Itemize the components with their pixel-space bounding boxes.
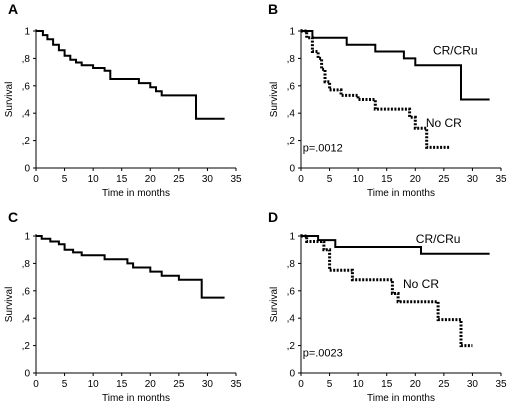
- y-tick-label: ,8: [287, 259, 296, 270]
- panel-letter: A: [8, 1, 18, 17]
- x-tick-label: 25: [173, 379, 185, 390]
- p-value-label: p=.0023: [303, 348, 343, 360]
- x-tick-label: 0: [33, 379, 39, 390]
- x-tick-label: 30: [202, 379, 214, 390]
- y-tick-label: 1: [289, 232, 295, 243]
- x-tick-label: 10: [353, 174, 365, 185]
- series-label: No CR: [403, 277, 439, 291]
- x-tick-label: 5: [62, 174, 68, 185]
- y-tick-label: ,4: [287, 314, 296, 325]
- x-tick-label: 15: [381, 379, 393, 390]
- x-tick-label: 5: [62, 379, 68, 390]
- panel-letter: B: [268, 1, 278, 17]
- y-tick-label: ,6: [22, 81, 31, 92]
- x-tick-label: 0: [33, 174, 39, 185]
- series-label: No CR: [426, 116, 462, 130]
- x-tick-label: 10: [353, 379, 365, 390]
- survival-curve-no-cr: [301, 29, 450, 149]
- series-label: CR/CRu: [433, 43, 478, 57]
- y-tick-label: ,4: [287, 109, 296, 120]
- survival-curve: [36, 30, 225, 120]
- x-tick-label: 10: [88, 379, 100, 390]
- y-tick-label: 0: [289, 369, 295, 380]
- y-tick-label: 0: [289, 164, 295, 175]
- x-tick-label: 35: [495, 174, 507, 185]
- y-tick-label: 1: [24, 27, 30, 38]
- x-tick-label: 35: [495, 379, 507, 390]
- y-tick-label: ,8: [22, 259, 31, 270]
- y-tick-label: ,4: [22, 314, 31, 325]
- y-axis-title: Survival: [4, 82, 15, 118]
- y-tick-label: 1: [24, 232, 30, 243]
- y-axis-title: Survival: [4, 287, 15, 323]
- panel-a: A 0 5 10 15 20 25 30 35 0 ,2 ,4 ,6 ,8 1 Time in months S…: [4, 1, 242, 199]
- x-tick-label: 15: [116, 379, 128, 390]
- x-axis-title: Time in months: [367, 393, 435, 404]
- panel-d: D 0 5 10 15 20 25 30 35 0 ,2 ,4 ,6 ,8 1 Time in months S…: [268, 209, 507, 404]
- x-tick-label: 10: [88, 174, 100, 185]
- y-tick-label: ,2: [22, 136, 31, 147]
- survival-curve-cr-cru: [301, 30, 490, 101]
- panel-b: B 0 5 10 15 20 25 30 35 0 ,2 ,4 ,6 ,8 1 Time in months S…: [268, 1, 507, 199]
- x-tick-label: 30: [202, 174, 214, 185]
- x-axis-title: Time in months: [102, 393, 170, 404]
- p-value-label: p=.0012: [303, 143, 343, 155]
- x-tick-label: 30: [467, 379, 479, 390]
- y-tick-label: 1: [289, 27, 295, 38]
- panel-letter: C: [8, 209, 18, 225]
- x-tick-label: 35: [230, 174, 242, 185]
- y-tick-label: ,2: [287, 341, 296, 352]
- x-tick-label: 25: [438, 174, 450, 185]
- y-tick-label: ,8: [287, 54, 296, 65]
- y-tick-label: 0: [24, 369, 30, 380]
- x-tick-label: 35: [230, 379, 242, 390]
- panel-letter: D: [268, 209, 278, 225]
- y-tick-label: ,8: [22, 54, 31, 65]
- x-tick-label: 20: [145, 379, 157, 390]
- x-tick-label: 5: [327, 379, 333, 390]
- y-tick-label: ,6: [287, 286, 296, 297]
- y-tick-label: ,4: [22, 109, 31, 120]
- y-tick-label: ,6: [22, 286, 31, 297]
- panel-c: C 0 5 10 15 20 25 30 35 0 ,2 ,4 ,6 ,8 1 Time in months S…: [4, 209, 242, 404]
- x-tick-label: 15: [381, 174, 393, 185]
- x-tick-label: 0: [298, 379, 304, 390]
- y-tick-label: 0: [24, 164, 30, 175]
- y-tick-label: ,2: [22, 341, 31, 352]
- x-tick-label: 20: [410, 379, 422, 390]
- x-tick-label: 25: [173, 174, 185, 185]
- x-tick-label: 15: [116, 174, 128, 185]
- survival-curve-no-cr: [301, 234, 473, 348]
- x-tick-label: 5: [327, 174, 333, 185]
- x-tick-label: 20: [145, 174, 157, 185]
- x-tick-label: 30: [467, 174, 479, 185]
- x-tick-label: 25: [438, 379, 450, 390]
- series-label: CR/CRu: [416, 232, 461, 246]
- y-tick-label: ,6: [287, 81, 296, 92]
- survival-curve: [36, 235, 225, 299]
- y-axis-title: Survival: [269, 287, 280, 323]
- x-tick-label: 20: [410, 174, 422, 185]
- x-tick-label: 0: [298, 174, 304, 185]
- survival-curve-cr-cru: [301, 235, 490, 255]
- y-tick-label: ,2: [287, 136, 296, 147]
- y-axis-title: Survival: [269, 82, 280, 118]
- x-axis-title: Time in months: [367, 188, 435, 199]
- x-axis-title: Time in months: [102, 188, 170, 199]
